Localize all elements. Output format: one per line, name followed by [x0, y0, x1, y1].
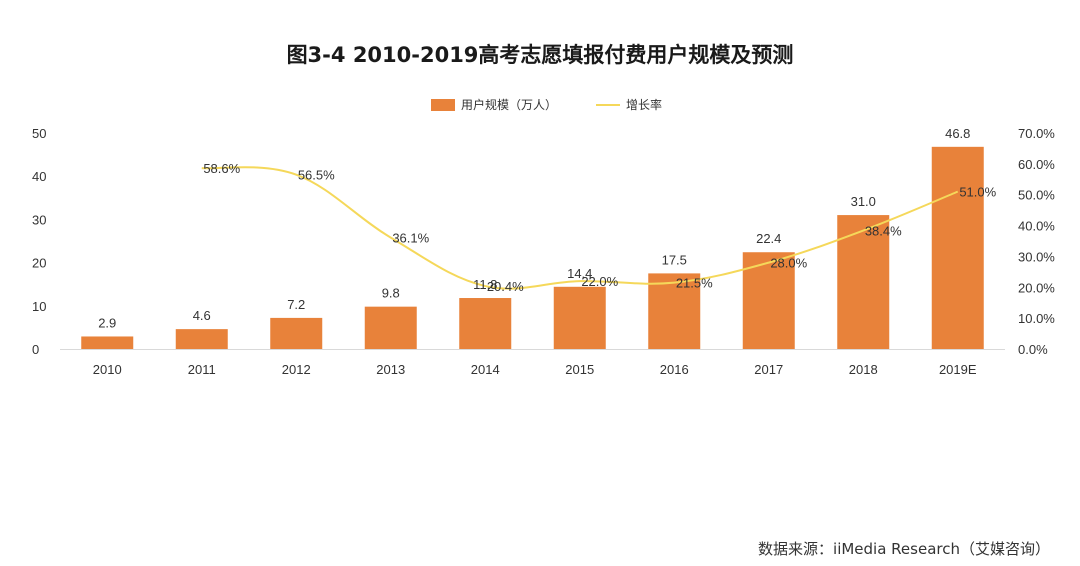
legend-label-bar: 用户规模（万人）: [461, 97, 557, 112]
bar-value-label: 9.8: [382, 286, 400, 301]
growth-rate-label: 20.4%: [487, 279, 524, 294]
right-axis-tick: 70.0%: [1018, 126, 1055, 141]
left-axis-tick: 40: [32, 169, 46, 184]
right-axis-tick: 0.0%: [1018, 342, 1048, 357]
legend-swatch-bar: [431, 99, 455, 111]
right-axis: 0.0% 10.0% 20.0% 30.0% 40.0% 50.0% 60.0% 70.0%: [1018, 126, 1055, 357]
category-label: 2011: [188, 362, 216, 377]
bar: [81, 336, 134, 349]
left-axis-tick: 50: [32, 126, 46, 141]
growth-rate-label: 38.4%: [865, 224, 902, 239]
bar: [648, 273, 701, 349]
line-labels: 58.6% 56.5% 36.1% 20.4% 22.0% 21.5% 28.0% 38.4%…: [203, 161, 996, 294]
bar-value-label: 22.4: [756, 231, 781, 246]
category-labels: 2010 2011 2012 2013 2014 2015 2016 2017 2018 2019…: [93, 362, 977, 377]
left-axis: 0 10 20 30 40 50: [32, 126, 46, 357]
legend: 用户规模（万人） 增长率: [431, 97, 662, 112]
right-axis-tick: 50.0%: [1018, 188, 1055, 203]
growth-rate-label: 22.0%: [581, 274, 618, 289]
category-label: 2016: [660, 362, 689, 377]
category-label: 2010: [93, 362, 122, 377]
left-axis-tick: 20: [32, 256, 46, 271]
left-axis-tick: 10: [32, 299, 46, 314]
bar-value-label: 11.8: [473, 277, 497, 292]
right-axis-tick: 60.0%: [1018, 157, 1055, 172]
growth-rate-label: 28.0%: [770, 256, 807, 271]
bar: [270, 317, 323, 349]
growth-rate-label: 51.0%: [959, 185, 996, 200]
bar: [364, 306, 417, 349]
growth-rate-label: 56.5%: [298, 168, 335, 183]
bar-value-label: 46.8: [945, 126, 970, 141]
bar-value-label: 17.5: [662, 252, 687, 267]
category-label: 2015: [565, 362, 594, 377]
category-label: 2012: [282, 362, 311, 377]
chart-title: 图3-4 2010-2019高考志愿填报付费用户规模及预测: [287, 43, 794, 67]
bar: [931, 146, 984, 349]
data-source: 数据来源：iiMedia Research（艾媒咨询）: [758, 540, 1050, 558]
bar: [553, 286, 606, 349]
legend-label-line: 增长率: [626, 97, 662, 112]
right-axis-tick: 20.0%: [1018, 280, 1055, 295]
right-axis-tick: 10.0%: [1018, 311, 1055, 326]
category-label: 2013: [376, 362, 405, 377]
bar-value-label: 14.4: [567, 266, 592, 281]
bars: [81, 146, 984, 349]
right-axis-tick: 40.0%: [1018, 219, 1055, 234]
category-label: 2017: [754, 362, 783, 377]
bar: [459, 298, 512, 349]
left-axis-tick: 30: [32, 212, 46, 227]
left-axis-tick: 0: [32, 342, 39, 357]
growth-rate-label: 58.6%: [203, 161, 240, 176]
bar-value-label: 31.0: [851, 194, 876, 209]
bar-labels: 2.9 4.6 7.2 9.8 11.8 14.4 17.5 22.4 31.0 46.8: [98, 126, 970, 331]
growth-rate-label: 36.1%: [392, 231, 429, 246]
growth-rate-label: 21.5%: [676, 276, 713, 291]
bar-value-label: 4.6: [193, 308, 211, 323]
category-label: 2019E: [939, 362, 977, 377]
bar: [742, 252, 795, 349]
bar: [175, 329, 228, 349]
growth-line-path: [201, 166, 959, 290]
bar-value-label: 7.2: [287, 297, 305, 312]
bar-value-label: 2.9: [98, 315, 116, 330]
category-label: 2018: [849, 362, 878, 377]
category-label: 2014: [471, 362, 500, 377]
right-axis-tick: 30.0%: [1018, 249, 1055, 264]
growth-line: [201, 166, 959, 290]
